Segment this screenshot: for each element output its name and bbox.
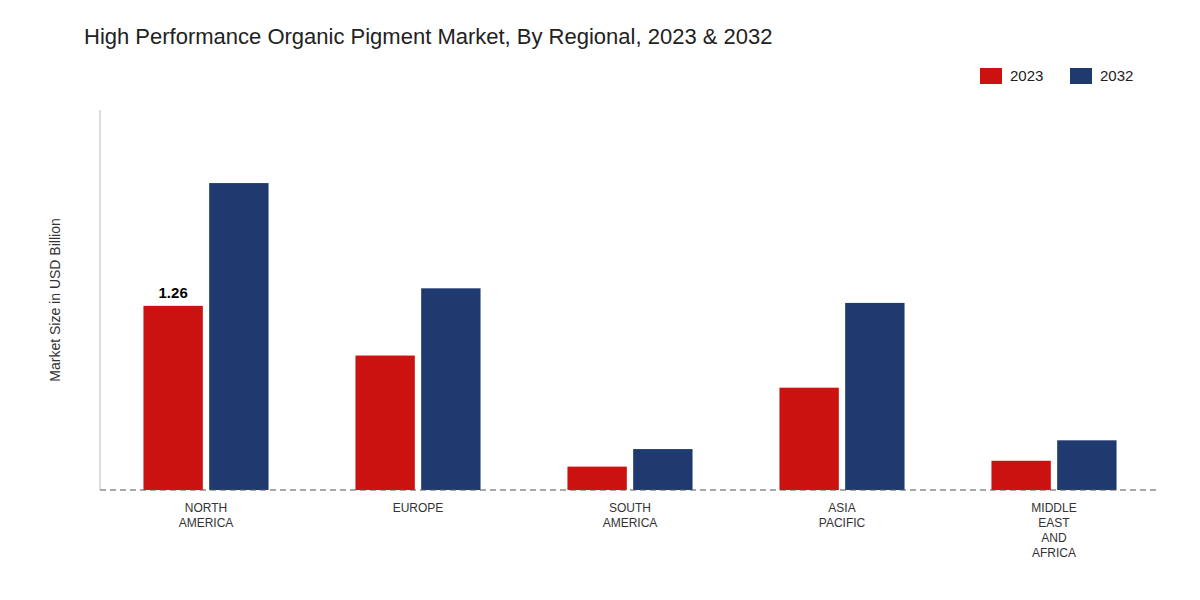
bar <box>143 306 202 490</box>
bar <box>209 183 268 490</box>
x-tick-label: SOUTHAMERICA <box>603 501 658 530</box>
x-axis-line <box>100 489 1160 490</box>
x-tick-label-line: MIDDLE <box>1031 501 1076 515</box>
x-tick-label-line: ASIA <box>828 501 855 515</box>
y-axis-line <box>100 110 101 490</box>
legend-label: 2023 <box>1010 67 1043 84</box>
x-tick-label-line: NORTH <box>185 501 227 515</box>
title: High Performance Organic Pigment Market,… <box>84 24 772 49</box>
bar <box>355 356 414 490</box>
y-axis-label: Market Size in USD Billion <box>47 218 63 381</box>
legend-swatch <box>980 68 1002 84</box>
bar <box>845 303 904 490</box>
annotation: 1.26 <box>159 284 188 301</box>
x-tick-label-line: AFRICA <box>1032 546 1076 560</box>
x-tick-label-line: EAST <box>1038 516 1070 530</box>
bar <box>1057 440 1116 490</box>
bar <box>567 467 626 490</box>
x-tick-label-line: SOUTH <box>609 501 651 515</box>
legend-swatch <box>1070 68 1092 84</box>
x-tick-label: NORTHAMERICA <box>179 501 234 530</box>
chart-container: High Performance Organic Pigment Market,… <box>0 0 1200 600</box>
x-tick-label: ASIAPACIFIC <box>819 501 866 530</box>
x-tick-label-line: AND <box>1041 531 1067 545</box>
legend: 2023 2032 <box>980 67 1133 84</box>
legend-label: 2032 <box>1100 67 1133 84</box>
x-tick-label-line: AMERICA <box>179 516 234 530</box>
bar <box>421 288 480 490</box>
chart-svg: High Performance Organic Pigment Market,… <box>0 0 1200 600</box>
x-tick-label-line: PACIFIC <box>819 516 866 530</box>
x-tick-label-line: EUROPE <box>393 501 444 515</box>
bar <box>633 449 692 490</box>
x-tick-label: EUROPE <box>393 501 444 515</box>
bar <box>991 461 1050 490</box>
x-tick-label-line: AMERICA <box>603 516 658 530</box>
bars <box>143 183 1116 490</box>
x-tick-label: MIDDLEEASTANDAFRICA <box>1031 501 1076 560</box>
bar <box>779 388 838 490</box>
